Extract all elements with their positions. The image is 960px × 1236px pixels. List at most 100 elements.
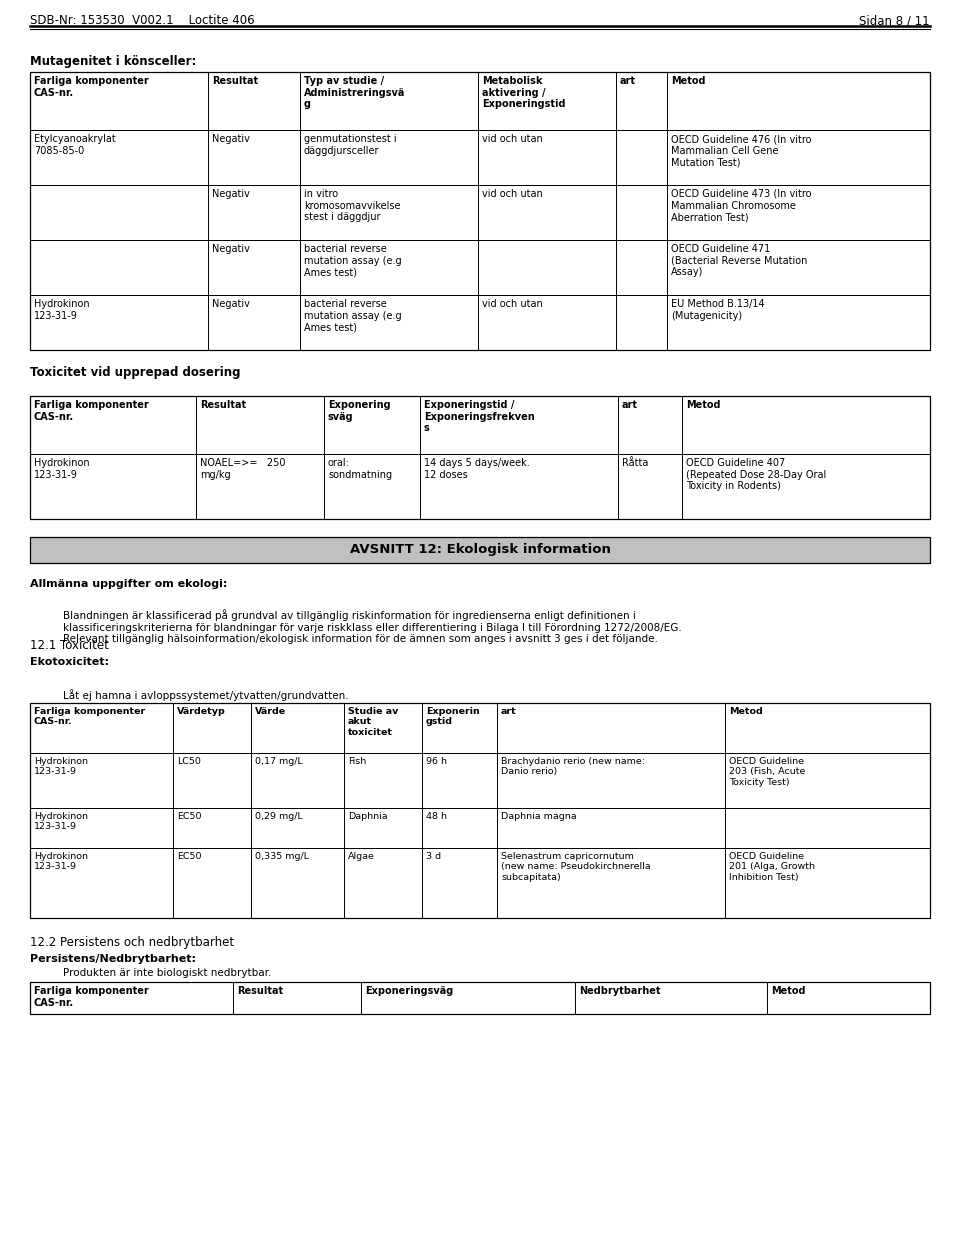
- Text: EC50: EC50: [177, 852, 202, 861]
- Text: OECD Guideline
203 (Fish, Acute
Toxicity Test): OECD Guideline 203 (Fish, Acute Toxicity…: [729, 756, 805, 787]
- Bar: [725, 848, 930, 918]
- Bar: [30, 130, 208, 185]
- Text: Nedbrytbarhet: Nedbrytbarhet: [579, 986, 660, 996]
- Text: Resultat: Resultat: [200, 400, 246, 410]
- Text: Negativ: Negativ: [212, 133, 250, 145]
- Bar: [300, 72, 478, 130]
- Bar: [251, 703, 344, 753]
- Bar: [616, 240, 667, 295]
- Text: OECD Guideline
201 (Alga, Growth
Inhibition Test): OECD Guideline 201 (Alga, Growth Inhibit…: [729, 852, 815, 881]
- Bar: [361, 981, 575, 1014]
- Text: Ekotoxicitet:: Ekotoxicitet:: [30, 658, 109, 667]
- Bar: [30, 703, 173, 753]
- Text: vid och utan: vid och utan: [482, 299, 542, 309]
- Bar: [251, 848, 344, 918]
- Text: 3 d: 3 d: [426, 852, 442, 861]
- Bar: [478, 295, 616, 350]
- Bar: [30, 454, 196, 519]
- Bar: [667, 240, 930, 295]
- Bar: [420, 454, 618, 519]
- Bar: [251, 753, 344, 808]
- Bar: [30, 130, 930, 185]
- Bar: [422, 753, 497, 808]
- Bar: [30, 703, 930, 918]
- Bar: [422, 703, 497, 753]
- Bar: [344, 848, 422, 918]
- Bar: [30, 185, 208, 240]
- Bar: [422, 848, 497, 918]
- Text: Negativ: Negativ: [212, 299, 250, 309]
- Text: Sidan 8 / 11: Sidan 8 / 11: [859, 14, 930, 27]
- Text: EC50: EC50: [177, 812, 202, 821]
- Text: Exponeringstid /
Exponeringsfrekven
s: Exponeringstid / Exponeringsfrekven s: [424, 400, 535, 433]
- Bar: [196, 454, 324, 519]
- Bar: [300, 295, 478, 350]
- Text: vid och utan: vid och utan: [482, 189, 542, 199]
- Text: Negativ: Negativ: [212, 243, 250, 255]
- Bar: [478, 130, 616, 185]
- Text: Exponerin
gstid: Exponerin gstid: [426, 707, 480, 727]
- Bar: [497, 703, 725, 753]
- Text: Metod: Metod: [771, 986, 805, 996]
- Bar: [667, 130, 930, 185]
- Text: Daphnia magna: Daphnia magna: [501, 812, 577, 821]
- Bar: [497, 753, 725, 808]
- Text: Hydrokinon
123-31-9: Hydrokinon 123-31-9: [34, 756, 88, 776]
- Bar: [497, 808, 725, 848]
- Bar: [324, 396, 420, 454]
- Text: Blandningen är klassificerad på grundval av tillgänglig riskinformation för ingr: Blandningen är klassificerad på grundval…: [50, 609, 682, 644]
- Bar: [208, 185, 300, 240]
- Text: Låt ej hamna i avloppssystemet/ytvatten/grundvatten.: Låt ej hamna i avloppssystemet/ytvatten/…: [50, 688, 348, 701]
- Text: Exponering
sväg: Exponering sväg: [328, 400, 391, 421]
- Text: art: art: [620, 75, 636, 87]
- Text: Metod: Metod: [671, 75, 706, 87]
- Bar: [208, 240, 300, 295]
- Bar: [616, 130, 667, 185]
- Text: Etylcyanoakrylat
7085-85-0: Etylcyanoakrylat 7085-85-0: [34, 133, 116, 156]
- Text: OECD Guideline 473 (In vitro
Mammalian Chromosome
Aberration Test): OECD Guideline 473 (In vitro Mammalian C…: [671, 189, 811, 222]
- Bar: [616, 295, 667, 350]
- Text: Brachydanio rerio (new name:
Danio rerio): Brachydanio rerio (new name: Danio rerio…: [501, 756, 645, 776]
- Text: Värde: Värde: [255, 707, 286, 716]
- Bar: [618, 454, 682, 519]
- Text: Mutagenitet i könsceller:: Mutagenitet i könsceller:: [30, 54, 197, 68]
- Text: genmutationstest i
däggdjursceller: genmutationstest i däggdjursceller: [304, 133, 396, 156]
- Text: Daphnia: Daphnia: [348, 812, 388, 821]
- Bar: [682, 396, 930, 454]
- Text: EU Method B.13/14
(Mutagenicity): EU Method B.13/14 (Mutagenicity): [671, 299, 764, 320]
- Bar: [667, 72, 930, 130]
- Bar: [30, 295, 930, 350]
- Text: Resultat: Resultat: [212, 75, 258, 87]
- Bar: [420, 396, 618, 454]
- Bar: [497, 848, 725, 918]
- Text: OECD Guideline 407
(Repeated Dose 28-Day Oral
Toxicity in Rodents): OECD Guideline 407 (Repeated Dose 28-Day…: [686, 459, 827, 491]
- Text: 0,17 mg/L: 0,17 mg/L: [255, 756, 302, 766]
- Text: Toxicitet vid upprepad dosering: Toxicitet vid upprepad dosering: [30, 366, 241, 379]
- Bar: [30, 72, 208, 130]
- Text: Farliga komponenter
CAS-nr.: Farliga komponenter CAS-nr.: [34, 400, 149, 421]
- Bar: [30, 753, 930, 808]
- Bar: [30, 808, 173, 848]
- Text: 0,29 mg/L: 0,29 mg/L: [255, 812, 302, 821]
- Bar: [173, 703, 251, 753]
- Bar: [344, 703, 422, 753]
- Bar: [30, 185, 930, 240]
- Text: SDB-Nr: 153530  V002.1    Loctite 406: SDB-Nr: 153530 V002.1 Loctite 406: [30, 14, 254, 27]
- Bar: [616, 72, 667, 130]
- Bar: [478, 72, 616, 130]
- Text: Värdetyp: Värdetyp: [177, 707, 226, 716]
- Bar: [725, 753, 930, 808]
- Bar: [208, 295, 300, 350]
- Text: Allmänna uppgifter om ekologi:: Allmänna uppgifter om ekologi:: [30, 578, 228, 590]
- Text: Negativ: Negativ: [212, 189, 250, 199]
- Bar: [196, 396, 324, 454]
- Text: 96 h: 96 h: [426, 756, 447, 766]
- Text: Metod: Metod: [686, 400, 721, 410]
- Bar: [725, 808, 930, 848]
- Bar: [725, 703, 930, 753]
- Text: 48 h: 48 h: [426, 812, 447, 821]
- Bar: [300, 130, 478, 185]
- Bar: [173, 753, 251, 808]
- Bar: [173, 808, 251, 848]
- Text: Hydrokinon
123-31-9: Hydrokinon 123-31-9: [34, 812, 88, 832]
